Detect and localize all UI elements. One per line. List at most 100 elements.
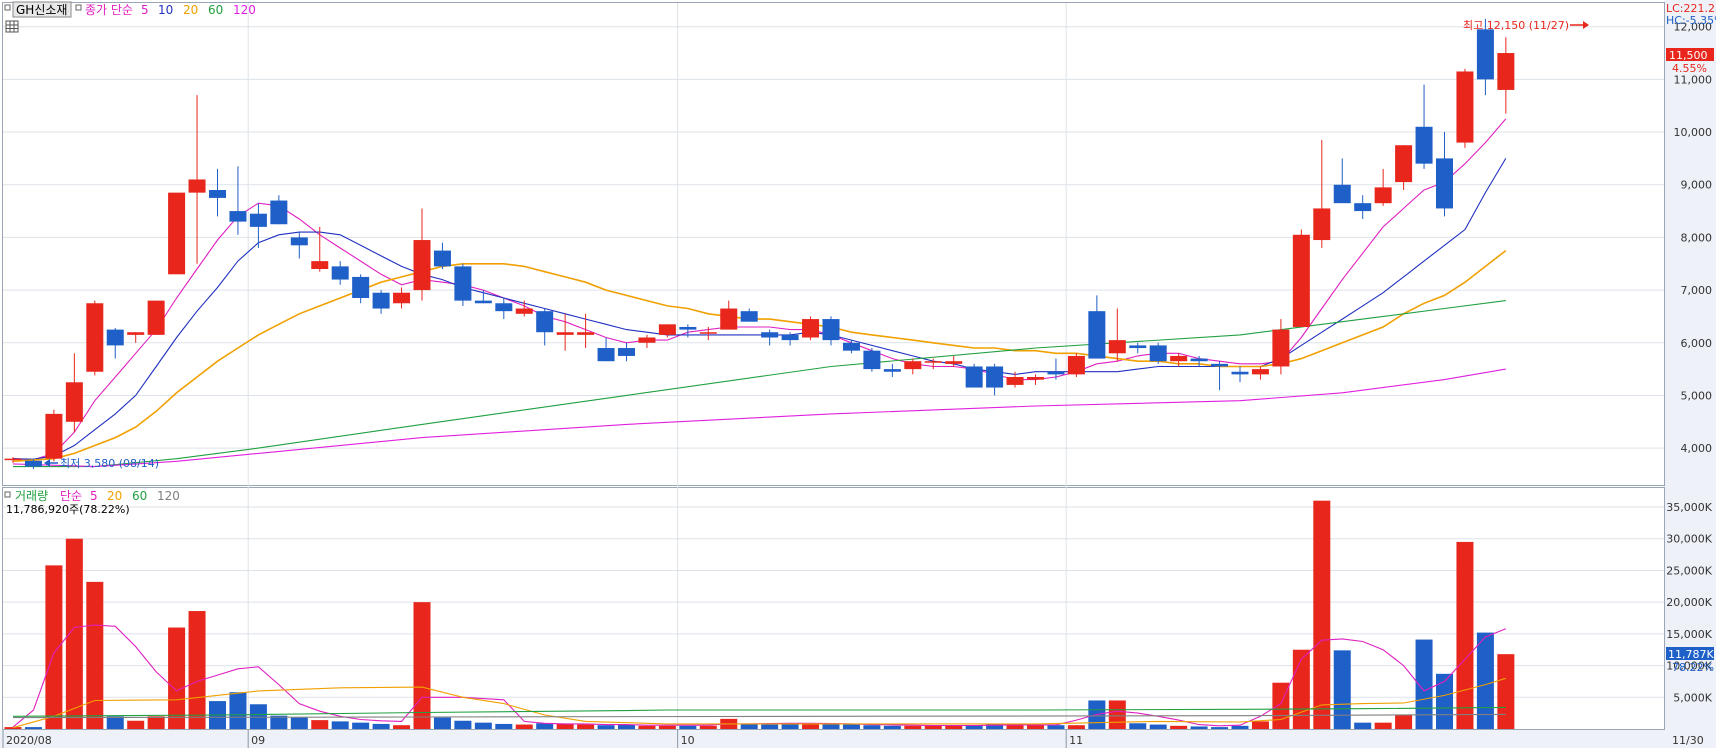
candle-body [331,266,349,280]
left-arrow-icon [44,459,50,467]
volume-bar [1415,639,1433,729]
candle [1395,145,1413,191]
volume-bar [679,725,697,729]
volume-bar [168,627,186,729]
candle-body [188,179,206,193]
ma-period-label: 20 [183,3,198,17]
candle-body [495,303,513,312]
volume-bar [4,727,22,729]
volume-bar [1108,700,1126,729]
candle-body [1374,187,1392,204]
volume-tick-label: 25,000K [1666,564,1712,577]
ma-period-label: 5 [141,3,149,17]
volume-bar [1497,654,1515,729]
candle [1374,168,1392,206]
candle [781,332,799,346]
current-price-tag [1666,48,1714,61]
candle [822,316,840,346]
candle-body [1006,377,1024,385]
price-legend: GH신소재 종가 단순 5 10 20 60 120 [4,1,256,33]
x-tick-labels: 2020/08 09 10 11 [2,730,1083,748]
candle [372,290,390,314]
candle [1313,139,1331,248]
volume-bar [127,720,145,729]
candle [556,313,574,351]
price-tick-label: 12,000 [1674,21,1713,34]
x-tick-label: 09 [251,734,265,747]
candle-body [1476,29,1494,80]
candle-body [45,413,63,459]
current-price: 11,500 [1669,49,1708,62]
volume-label: 거래량 [15,489,48,503]
candle-body [761,332,779,338]
candle [638,334,656,349]
candle [413,208,431,301]
candle-body [1190,358,1208,362]
candle-body [802,319,820,338]
price-gridlines [3,26,1664,449]
volume-bar [822,723,840,729]
volume-bar [65,538,83,729]
table-icon[interactable] [5,20,19,33]
stock-name-box[interactable] [12,1,72,18]
volume-bar [331,721,349,729]
legend-marker-icon [4,491,11,498]
volume-bar [393,725,411,729]
volume-bar [106,716,124,729]
volume-gridlines [3,506,1664,698]
candle [924,358,942,370]
legend-marker-icon [75,4,82,11]
volume-bar [515,724,533,729]
candle [699,326,717,341]
volume-bar [413,602,431,729]
volume-bar [24,727,42,729]
candle-body [86,303,104,372]
candle-body [577,332,595,335]
candle-body [1047,371,1065,375]
candle [474,290,492,304]
volume-ma-period-label: 20 [107,489,122,503]
candle [188,95,206,264]
candle [1108,308,1126,362]
right-arrow-icon [1583,21,1589,29]
volume-bar [740,723,758,729]
volume-bar [229,692,247,729]
candle [1354,195,1372,219]
candle-body [372,292,390,309]
volume-bar [311,720,329,729]
volume-bar [658,725,676,729]
candle [1067,353,1085,378]
volume-bar [986,723,1004,729]
candle-body [229,211,247,222]
candle [1476,18,1494,96]
price-tick-label: 6,000 [1681,337,1713,350]
volume-bar [1211,727,1229,729]
candle [1292,229,1310,327]
ma-period-label: 10 [158,3,173,17]
candle [352,274,370,304]
candle [1006,371,1024,388]
stock-name[interactable]: GH신소재 [16,3,67,17]
volume-bar [1374,722,1392,729]
hc-label: HC:-5.35% [1666,14,1716,27]
price-tick-label: 4,000 [1681,442,1713,455]
candle [1251,366,1269,380]
candle-body [1354,203,1372,212]
price-ma-period-legend: 5 10 20 60 120 [141,3,256,17]
y-axis-panel [1664,0,1716,748]
volume-ma-label: 단순 [60,489,82,503]
volume-bar [352,722,370,729]
candle [1027,374,1044,385]
candle [577,313,595,349]
volume-bar [1129,723,1147,729]
candle [986,363,1004,396]
candle [331,261,349,285]
candle [1149,342,1167,364]
candle-body [147,300,165,335]
candle-body [638,337,656,343]
candle [1129,342,1147,354]
volume-bar [638,725,656,729]
candle [658,324,676,338]
